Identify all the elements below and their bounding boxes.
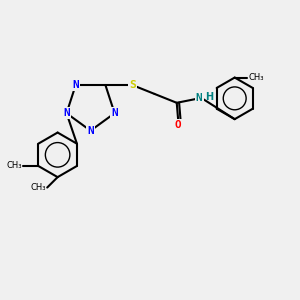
Text: S: S	[129, 80, 136, 90]
Text: N: N	[111, 108, 118, 118]
Text: N: N	[63, 108, 70, 118]
Text: CH₃: CH₃	[7, 161, 22, 170]
Text: H: H	[206, 92, 214, 102]
Text: N: N	[72, 80, 79, 90]
Text: CH₃: CH₃	[30, 183, 46, 192]
Text: CH₃: CH₃	[248, 73, 264, 82]
Text: N: N	[87, 126, 94, 136]
Text: N: N	[196, 93, 202, 103]
Text: O: O	[175, 120, 181, 130]
